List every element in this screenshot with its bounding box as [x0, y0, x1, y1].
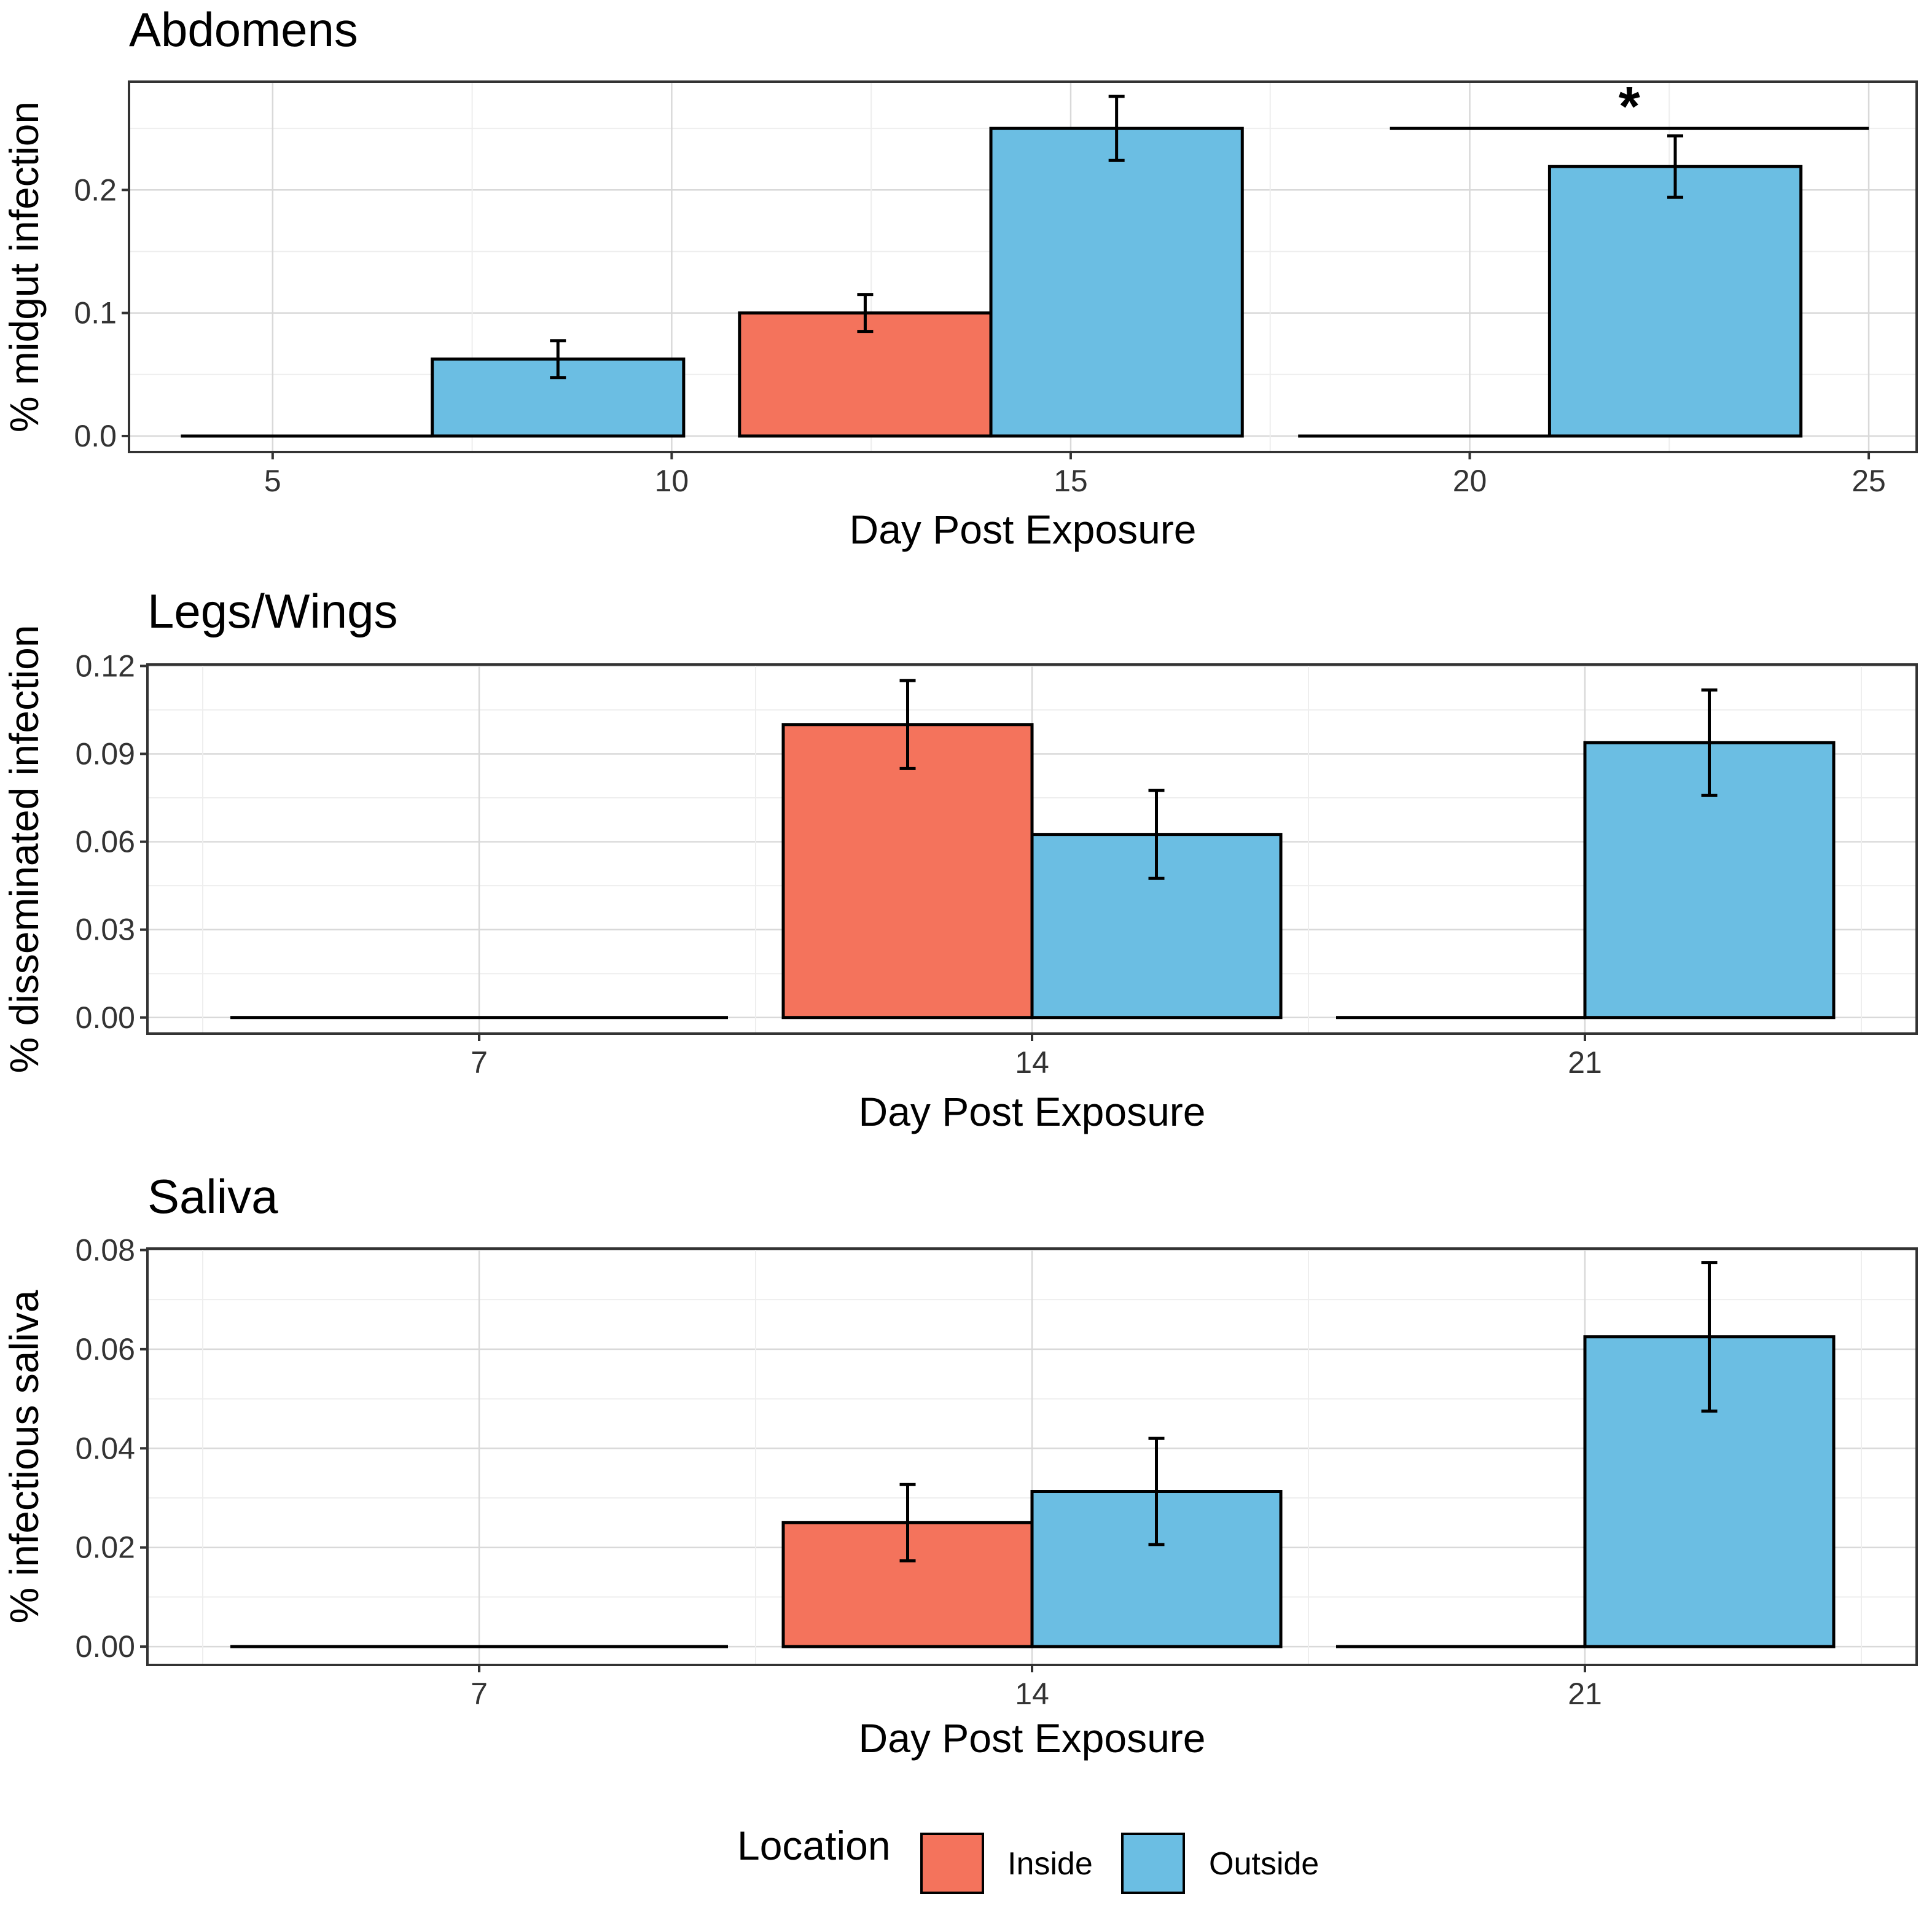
x-tick-label: 7 — [471, 1677, 488, 1711]
y-axis-title: % disseminated infection — [1, 625, 47, 1073]
y-tick-label: 0.06 — [76, 825, 135, 859]
y-axis: 0.00 0.02 0.04 0.06 0.08 — [76, 1233, 147, 1664]
bar-outside-21 — [1547, 165, 1803, 438]
bar-outside-14 — [989, 127, 1244, 438]
y-tick-label: 0.0 — [74, 419, 117, 453]
y-axis-title: % infectious saliva — [1, 1290, 47, 1623]
y-tick-label: 0.06 — [76, 1332, 135, 1366]
x-tick-label: 10 — [655, 464, 689, 498]
y-tick-label: 0.2 — [74, 173, 117, 207]
legend-title: Location — [737, 1823, 891, 1868]
x-axis-title: Day Post Exposure — [859, 1089, 1206, 1134]
legend: Location Inside Outside — [737, 1823, 1319, 1894]
panel-title: Abdomens — [129, 2, 358, 57]
y-axis: 0.0 0.1 0.2 — [74, 173, 129, 453]
bar-inside-14 — [738, 311, 993, 438]
errorbar-outside-21 — [1701, 1261, 1718, 1413]
x-tick-label: 20 — [1453, 464, 1487, 498]
errorbar-inside-14 — [857, 293, 874, 333]
error-bars — [899, 1261, 1718, 1562]
y-tick-label: 0.1 — [74, 296, 117, 330]
x-tick-label: 25 — [1852, 464, 1886, 498]
errorbar-outside-7 — [550, 339, 566, 380]
x-tick-label: 14 — [1015, 1677, 1049, 1711]
y-tick-label: 0.00 — [76, 1629, 135, 1664]
x-axis-title: Day Post Exposure — [850, 507, 1197, 552]
panel-saliva: 0.00 0.02 0.04 0.06 0.08 7 14 21 Saliva Day Post … — [1, 1169, 1918, 1761]
errorbar-outside-14 — [1108, 95, 1125, 162]
panel-abdomens: * 0.0 0.1 0.2 5 10 15 20 25 Abdomens Day Post Expo… — [1, 2, 1918, 552]
errorbar-outside-14 — [1148, 789, 1165, 880]
errorbar-outside-14 — [1148, 1436, 1165, 1546]
y-tick-label: 0.08 — [76, 1233, 135, 1267]
x-tick-label: 15 — [1054, 464, 1088, 498]
legend-label-inside: Inside — [1007, 1846, 1093, 1882]
plot-border — [128, 80, 1918, 453]
error-bars — [550, 95, 1684, 380]
legend-swatch-inside — [920, 1833, 984, 1894]
y-axis-title: % midgut infection — [1, 101, 47, 432]
errorbar-inside-14 — [899, 679, 916, 770]
y-tick-label: 0.04 — [76, 1431, 135, 1465]
y-tick-label: 0.02 — [76, 1530, 135, 1565]
x-tick-label: 21 — [1568, 1677, 1602, 1711]
x-axis-title: Day Post Exposure — [859, 1715, 1206, 1761]
significance-annotation: * — [1390, 76, 1869, 138]
x-axis: 7 14 21 — [471, 1034, 1602, 1080]
y-tick-label: 0.03 — [76, 913, 135, 947]
y-tick-label: 0.09 — [76, 736, 135, 771]
y-tick-label: 0.12 — [76, 649, 135, 683]
x-tick-label: 21 — [1568, 1045, 1602, 1080]
errorbar-outside-21 — [1701, 688, 1718, 797]
x-tick-label: 5 — [264, 464, 281, 498]
x-axis: 5 10 15 20 25 — [264, 452, 1886, 498]
panels: * 0.0 0.1 0.2 5 10 15 20 25 Abdomens Day Post Expo… — [1, 2, 1918, 1761]
panel-title: Saliva — [147, 1169, 278, 1223]
error-bars — [899, 679, 1718, 880]
legend-swatch-outside — [1121, 1833, 1185, 1894]
panel-legs-wings: 0.00 0.03 0.06 0.09 0.12 7 14 21 Legs/Wings Day P… — [1, 584, 1918, 1134]
y-axis: 0.00 0.03 0.06 0.09 0.12 — [76, 649, 147, 1035]
y-tick-label: 0.00 — [76, 1000, 135, 1035]
x-tick-label: 14 — [1015, 1045, 1049, 1080]
errorbar-inside-14 — [899, 1483, 916, 1562]
errorbar-outside-21 — [1667, 134, 1684, 199]
legend-label-outside: Outside — [1209, 1846, 1319, 1882]
x-tick-label: 7 — [471, 1045, 488, 1080]
x-axis: 7 14 21 — [471, 1665, 1602, 1711]
significance-star: * — [1619, 76, 1640, 138]
panel-title: Legs/Wings — [147, 584, 398, 638]
